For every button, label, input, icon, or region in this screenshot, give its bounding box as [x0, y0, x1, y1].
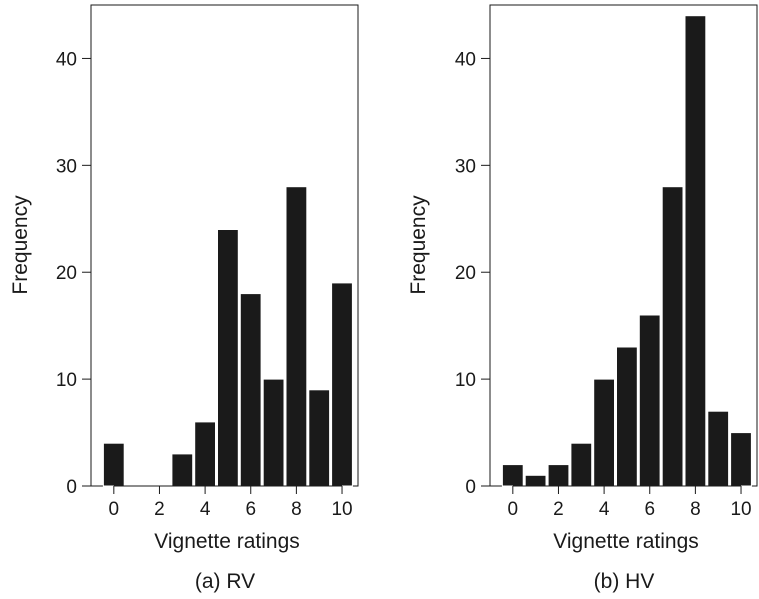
bar-hv-7 — [661, 186, 684, 487]
x-tick-label-rv-6: 6 — [245, 499, 256, 520]
x-tick-label-rv-10: 10 — [331, 499, 352, 520]
y-tick-label-hv-20: 20 — [455, 263, 476, 284]
bar-rv-6 — [239, 293, 262, 487]
bar-hv-6 — [638, 314, 661, 487]
y-tick-label-rv-20: 20 — [56, 263, 77, 284]
y-tick-label-hv-0: 0 — [465, 477, 476, 498]
y-tick-label-rv-40: 40 — [56, 49, 77, 70]
x-tick-label-hv-0: 0 — [508, 499, 519, 520]
x-tick-label-hv-6: 6 — [644, 499, 655, 520]
y-tick-label-hv-40: 40 — [455, 49, 476, 70]
y-tick-label-hv-10: 10 — [455, 370, 476, 391]
bars-rv — [102, 186, 353, 487]
x-axis-rv: 0 2 4 6 8 10 — [109, 485, 353, 520]
y-tick-label-rv-30: 30 — [56, 156, 77, 177]
x-tick-label-hv-10: 10 — [730, 499, 751, 520]
bar-hv-0 — [501, 464, 524, 487]
bar-hv-9 — [707, 410, 730, 487]
x-tick-label-rv-0: 0 — [109, 499, 120, 520]
panel-caption-rv: (a) RV — [195, 570, 255, 593]
bar-rv-0 — [102, 442, 125, 487]
bars-hv — [501, 15, 752, 487]
y-tick-label-rv-10: 10 — [56, 370, 77, 391]
bar-rv-10 — [331, 282, 353, 487]
y-tick-label-hv-30: 30 — [455, 156, 476, 177]
y-axis-rv: 0 10 20 30 40 — [56, 49, 91, 498]
y-axis-title-hv: Frequency — [407, 195, 430, 295]
panel-hv: 0 10 20 30 40 0 2 4 6 8 10 Frequency Vignette rat… — [407, 4, 758, 593]
bar-rv-9 — [308, 389, 331, 487]
bar-rv-3 — [171, 453, 194, 487]
bar-hv-8 — [684, 15, 707, 487]
x-tick-label-hv-2: 2 — [553, 499, 564, 520]
bar-rv-5 — [217, 229, 239, 487]
bar-rv-4 — [194, 421, 216, 487]
panel-caption-hv: (b) HV — [594, 570, 655, 593]
bar-hv-10 — [730, 432, 752, 487]
y-axis-title-rv: Frequency — [9, 195, 32, 295]
x-axis-title-rv: Vignette ratings — [154, 530, 300, 553]
panel-rv: 0 10 20 30 40 0 2 4 6 8 10 Frequency Vignette rat… — [9, 4, 359, 593]
x-tick-label-rv-8: 8 — [291, 499, 302, 520]
x-tick-label-hv-8: 8 — [690, 499, 701, 520]
bar-hv-4 — [593, 378, 616, 487]
bar-hv-5 — [616, 346, 638, 487]
x-axis-hv: 0 2 4 6 8 10 — [508, 485, 752, 520]
bar-hv-2 — [547, 464, 570, 487]
x-tick-label-rv-4: 4 — [200, 499, 211, 520]
bar-rv-8 — [285, 186, 308, 487]
x-tick-label-rv-2: 2 — [154, 499, 165, 520]
bar-rv-7 — [262, 378, 285, 487]
x-axis-title-hv: Vignette ratings — [553, 530, 699, 553]
y-axis-hv: 0 10 20 30 40 — [455, 49, 490, 498]
x-tick-label-hv-4: 4 — [599, 499, 610, 520]
y-tick-label-rv-0: 0 — [66, 477, 77, 498]
bar-hv-1 — [524, 474, 547, 487]
bar-hv-3 — [570, 442, 593, 487]
